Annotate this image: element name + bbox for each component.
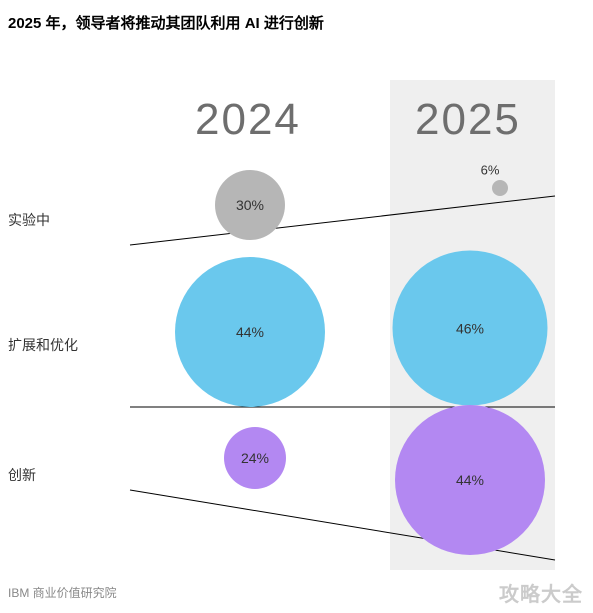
bubble-scl-2025: 46% — [393, 251, 548, 406]
bubble-value-inn-2024: 24% — [241, 450, 269, 466]
row-label-innovate: 创新 — [8, 465, 36, 485]
bubble-value-inn-2025: 44% — [456, 472, 484, 488]
bubble-value-scl-2025: 46% — [456, 320, 484, 336]
row-label-scale: 扩展和优化 — [8, 335, 78, 355]
bubble-inn-2024: 24% — [224, 427, 286, 489]
bubble-inn-2025: 44% — [395, 405, 545, 555]
chart-area: 2024 2025 实验中 扩展和优化 创新 30% 6% 44% 46% 24% 44% — [0, 50, 593, 570]
year-label-2024: 2024 — [195, 95, 301, 145]
watermark: 攻略大全 — [499, 578, 583, 607]
chart-title: 2025 年，领导者将推动其团队利用 AI 进行创新 — [8, 12, 324, 33]
bubble-scl-2024: 44% — [175, 257, 325, 407]
source-label: IBM 商业价值研究院 — [8, 584, 117, 601]
year-label-2025: 2025 — [415, 95, 521, 145]
bubble-value-exp-2025: 6% — [481, 163, 500, 178]
bubble-value-exp-2024: 30% — [236, 197, 264, 213]
bubble-exp-2025 — [492, 180, 508, 196]
bubble-exp-2024: 30% — [215, 170, 285, 240]
bubble-value-scl-2024: 44% — [236, 324, 264, 340]
row-label-experiment: 实验中 — [8, 210, 50, 230]
